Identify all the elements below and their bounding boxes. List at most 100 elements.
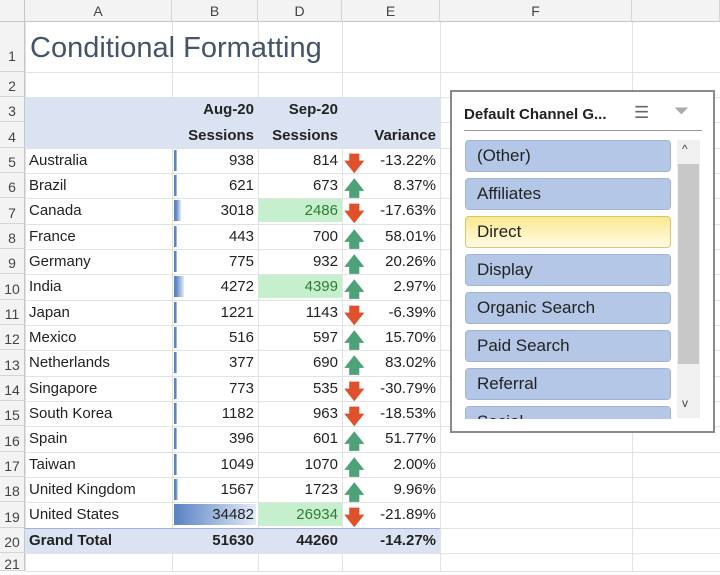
sep-sessions-cell[interactable]: 963 xyxy=(312,405,338,422)
country-cell[interactable]: Netherlands xyxy=(29,354,110,371)
aug-sessions-cell[interactable]: 516 xyxy=(228,329,254,346)
row-header-8[interactable]: 8 xyxy=(0,224,25,249)
sep-sessions-cell[interactable]: 26934 xyxy=(296,506,338,523)
scroll-thumb[interactable] xyxy=(678,164,699,364)
sep-sessions-cell[interactable]: 673 xyxy=(312,177,338,194)
variance-cell[interactable]: 51.77% xyxy=(385,430,436,447)
scroll-up-icon[interactable]: ^ xyxy=(682,142,688,156)
column-header-b[interactable]: B xyxy=(172,0,258,22)
variance-cell[interactable]: 9.96% xyxy=(393,481,436,498)
column-header-f[interactable]: F xyxy=(440,0,632,22)
row-header-6[interactable]: 6 xyxy=(0,173,25,198)
variance-cell[interactable]: 15.70% xyxy=(385,329,436,346)
row-header-20[interactable]: 20 xyxy=(0,528,25,553)
country-cell[interactable]: India xyxy=(29,278,62,295)
sep-sessions-cell[interactable]: 700 xyxy=(312,228,338,245)
row-header-1[interactable]: 1 xyxy=(0,22,25,72)
country-cell[interactable]: United Kingdom xyxy=(29,481,136,498)
aug-sessions-cell[interactable]: 1567 xyxy=(220,481,254,498)
variance-cell[interactable]: 20.26% xyxy=(385,253,436,270)
row-header-7[interactable]: 7 xyxy=(0,198,25,224)
row-header-3[interactable]: 3 xyxy=(0,97,25,122)
variance-cell[interactable]: -30.79% xyxy=(380,380,436,397)
variance-cell[interactable]: 2.97% xyxy=(393,278,436,295)
slicer-item-other[interactable]: (Other) xyxy=(465,140,671,172)
variance-cell[interactable]: 8.37% xyxy=(393,177,436,194)
aug-sessions-cell[interactable]: 775 xyxy=(228,253,254,270)
aug-sessions-cell[interactable]: 621 xyxy=(228,177,254,194)
country-cell[interactable]: South Korea xyxy=(29,405,113,422)
aug-sessions-cell[interactable]: 1182 xyxy=(221,405,254,422)
aug-sessions-cell[interactable]: 4272 xyxy=(220,278,254,295)
row-header-10[interactable]: 10 xyxy=(0,274,25,300)
slicer-item-paid-search[interactable]: Paid Search xyxy=(465,330,671,362)
variance-cell[interactable]: -18.53% xyxy=(380,405,436,422)
row-header-2[interactable]: 2 xyxy=(0,72,25,97)
sep-sessions-cell[interactable]: 1143 xyxy=(305,304,338,321)
country-cell[interactable]: Canada xyxy=(29,202,82,219)
slicer-item-organic-search[interactable]: Organic Search xyxy=(465,292,671,324)
variance-cell[interactable]: 83.02% xyxy=(385,354,436,371)
sep-sessions-cell[interactable]: 814 xyxy=(312,152,338,169)
row-header-13[interactable]: 13 xyxy=(0,350,25,376)
sep-sessions-cell[interactable]: 2486 xyxy=(304,202,338,219)
row-header-15[interactable]: 15 xyxy=(0,401,25,426)
aug-sessions-cell[interactable]: 443 xyxy=(228,228,254,245)
country-cell[interactable]: Japan xyxy=(29,304,70,321)
country-cell[interactable]: Taiwan xyxy=(29,456,76,473)
country-cell[interactable]: France xyxy=(29,228,76,245)
country-cell[interactable]: Spain xyxy=(29,430,68,447)
row-header-4[interactable]: 4 xyxy=(0,122,25,148)
row-header-9[interactable]: 9 xyxy=(0,249,25,274)
scroll-down-icon[interactable]: v xyxy=(682,396,688,410)
slicer-item-affiliates[interactable]: Affiliates xyxy=(465,178,671,210)
clear-filter-icon[interactable]: ⏷ xyxy=(674,101,690,122)
slicer-item-referral[interactable]: Referral xyxy=(465,368,671,400)
aug-sessions-cell[interactable]: 34482 xyxy=(212,506,254,523)
variance-cell[interactable]: -13.22% xyxy=(380,152,436,169)
sep-sessions-cell[interactable]: 932 xyxy=(312,253,338,270)
row-header-5[interactable]: 5 xyxy=(0,148,25,173)
country-cell[interactable]: Brazil xyxy=(29,177,67,194)
row-header-12[interactable]: 12 xyxy=(0,325,25,350)
column-header-g[interactable] xyxy=(632,0,720,22)
variance-cell[interactable]: -21.89% xyxy=(380,506,436,523)
aug-sessions-cell[interactable]: 377 xyxy=(228,354,254,371)
country-cell[interactable]: Australia xyxy=(29,152,88,169)
slicer-item-direct[interactable]: Direct xyxy=(465,216,671,248)
country-cell[interactable]: Singapore xyxy=(29,380,98,397)
country-cell[interactable]: Germany xyxy=(29,253,91,270)
row-header-17[interactable]: 17 xyxy=(0,452,25,477)
row-header-21[interactable]: 21 xyxy=(0,553,25,572)
row-header-11[interactable]: 11 xyxy=(0,300,25,325)
sep-sessions-cell[interactable]: 597 xyxy=(312,329,338,346)
column-header-d[interactable]: D xyxy=(258,0,342,22)
aug-sessions-cell[interactable]: 773 xyxy=(228,380,254,397)
row-header-16[interactable]: 16 xyxy=(0,426,25,452)
aug-sessions-cell[interactable]: 938 xyxy=(228,152,254,169)
variance-cell[interactable]: 58.01% xyxy=(385,228,436,245)
column-header-a[interactable]: A xyxy=(25,0,172,22)
multi-select-icon[interactable]: ☰ xyxy=(634,103,650,122)
sep-sessions-cell[interactable]: 601 xyxy=(312,430,338,447)
aug-sessions-cell[interactable]: 1049 xyxy=(220,456,254,473)
slicer-item-social[interactable]: Social xyxy=(465,406,671,419)
sep-sessions-cell[interactable]: 690 xyxy=(312,354,338,371)
row-header-18[interactable]: 18 xyxy=(0,477,25,502)
variance-cell[interactable]: -6.39% xyxy=(388,304,436,321)
country-cell[interactable]: Mexico xyxy=(29,329,77,346)
slicer-scrollbar[interactable]: ^ v xyxy=(677,140,700,418)
variance-cell[interactable]: 2.00% xyxy=(393,456,436,473)
row-header-14[interactable]: 14 xyxy=(0,376,25,401)
sep-sessions-cell[interactable]: 1723 xyxy=(304,481,338,498)
column-header-e[interactable]: E xyxy=(342,0,440,22)
slicer-item-display[interactable]: Display xyxy=(465,254,671,286)
aug-sessions-cell[interactable]: 1221 xyxy=(220,304,254,321)
country-cell[interactable]: United States xyxy=(29,506,120,523)
select-all-corner[interactable] xyxy=(0,0,25,22)
sep-sessions-cell[interactable]: 4399 xyxy=(304,278,338,295)
row-header-19[interactable]: 19 xyxy=(0,502,25,528)
variance-cell[interactable]: -17.63% xyxy=(380,202,436,219)
sep-sessions-cell[interactable]: 535 xyxy=(312,380,338,397)
sep-sessions-cell[interactable]: 1070 xyxy=(304,456,338,473)
